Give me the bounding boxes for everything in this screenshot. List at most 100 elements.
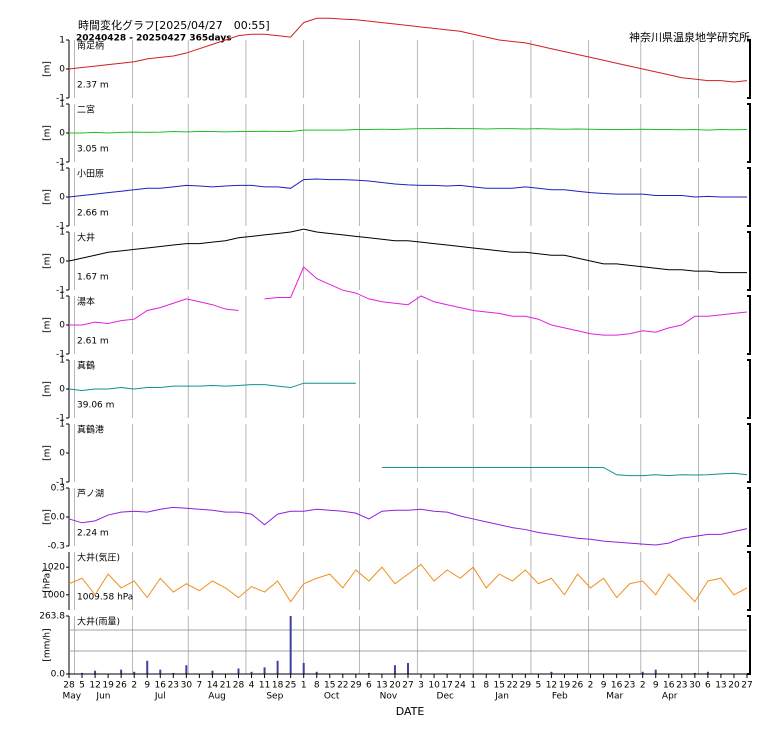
y-tick-label: 0 bbox=[59, 65, 65, 75]
y-tick-label: 0 bbox=[59, 129, 65, 139]
y-tick-label: 1 bbox=[59, 420, 65, 430]
y-tick-label: 0 bbox=[59, 193, 65, 203]
y-tick-label: 0.0 bbox=[51, 670, 66, 680]
series-line bbox=[68, 506, 748, 546]
x-tick-label: 22 bbox=[507, 681, 518, 691]
panel-title: 小田原 bbox=[77, 169, 104, 180]
x-tick-label: 30 bbox=[689, 681, 701, 691]
y-tick-label: 0.0 bbox=[51, 513, 66, 523]
x-tick-label: 23 bbox=[168, 681, 179, 691]
month-label: Mar bbox=[606, 692, 623, 702]
x-tick-label: 27 bbox=[741, 681, 752, 691]
y-tick-label: 1 bbox=[59, 356, 65, 366]
month-label: Sep bbox=[266, 692, 283, 702]
x-tick-label: 24 bbox=[454, 681, 466, 691]
y-axis-label: [m] bbox=[43, 189, 53, 205]
panel-title: 湯本 bbox=[77, 296, 95, 308]
x-tick-label: 12 bbox=[546, 681, 557, 691]
bar bbox=[407, 663, 409, 674]
y-tick-label: -1 bbox=[56, 286, 65, 296]
panel-value: 2.24 m bbox=[77, 529, 109, 539]
panel-title: 南足柄 bbox=[77, 40, 104, 52]
panel-title: 大井 bbox=[77, 232, 95, 244]
x-tick-label: 29 bbox=[350, 681, 362, 691]
bar bbox=[276, 660, 279, 674]
bar bbox=[250, 671, 253, 674]
x-tick-label: 23 bbox=[624, 681, 635, 691]
x-tick-label: 28 bbox=[233, 681, 245, 691]
y-tick-label: 1020 bbox=[42, 563, 65, 573]
y-tick-label: 0.3 bbox=[51, 484, 65, 494]
subtitle: 20240428 - 20250427 365days bbox=[76, 34, 232, 44]
y-tick-label: -0.3 bbox=[47, 542, 65, 552]
bar bbox=[641, 671, 644, 674]
x-tick-label: 1 bbox=[470, 681, 476, 691]
panel-title: 大井(雨量) bbox=[77, 616, 120, 628]
x-tick-label: 5 bbox=[536, 681, 542, 691]
y-axis-label: [m] bbox=[43, 61, 53, 77]
panel-title: 芦ノ湖 bbox=[77, 489, 104, 500]
x-tick-label: 3 bbox=[418, 681, 424, 691]
bar bbox=[172, 672, 175, 674]
x-tick-label: 10 bbox=[428, 681, 440, 691]
y-axis-label: [m] bbox=[43, 253, 53, 269]
x-tick-label: 22 bbox=[337, 681, 348, 691]
right-bracket bbox=[747, 39, 751, 99]
panel-value: 3.05 m bbox=[77, 145, 109, 155]
series-line bbox=[68, 228, 747, 274]
panel-title: 二宮 bbox=[77, 104, 95, 116]
right-bracket bbox=[747, 231, 751, 291]
x-tick-label: 1 bbox=[301, 681, 307, 691]
bar bbox=[393, 665, 396, 674]
x-tick-label: 15 bbox=[324, 681, 335, 691]
y-tick-label: 1000 bbox=[42, 590, 65, 600]
x-tick-label: 26 bbox=[115, 681, 127, 691]
month-label: May bbox=[62, 692, 81, 702]
x-tick-label: 13 bbox=[715, 681, 726, 691]
y-tick-label: 1 bbox=[59, 292, 65, 302]
x-tick-label: 26 bbox=[572, 681, 584, 691]
bar bbox=[146, 660, 149, 674]
y-tick-label: 0 bbox=[59, 321, 65, 331]
month-label: Nov bbox=[380, 692, 398, 702]
right-bracket bbox=[747, 487, 751, 547]
x-tick-label: 20 bbox=[389, 681, 401, 691]
y-tick-label: -1 bbox=[56, 222, 65, 232]
y-axis-label: [m] bbox=[43, 381, 53, 397]
x-tick-label: 20 bbox=[728, 681, 740, 691]
x-tick-label: 6 bbox=[705, 681, 711, 691]
x-tick-label: 17 bbox=[441, 681, 452, 691]
x-tick-label: 16 bbox=[663, 681, 675, 691]
bar bbox=[133, 671, 136, 674]
y-axis-label: [mm/h] bbox=[43, 628, 53, 661]
bar bbox=[185, 665, 188, 674]
x-tick-label: 4 bbox=[249, 681, 255, 691]
x-tick-label: 18 bbox=[272, 681, 284, 691]
bar bbox=[706, 671, 709, 674]
right-bracket bbox=[747, 359, 751, 419]
y-tick-label: 0 bbox=[59, 385, 65, 395]
x-tick-label: 29 bbox=[520, 681, 532, 691]
month-label: Jun bbox=[95, 692, 110, 702]
y-tick-label: 0 bbox=[59, 257, 65, 267]
x-tick-label: 8 bbox=[483, 681, 489, 691]
bar bbox=[263, 667, 266, 674]
bar bbox=[237, 668, 240, 674]
bar bbox=[693, 672, 696, 674]
chart-title: 時間変化グラフ[2025/04/27 00:55] bbox=[78, 18, 270, 32]
x-tick-label: 5 bbox=[79, 681, 85, 691]
panel-title: 真鶴 bbox=[77, 360, 95, 372]
series-line bbox=[381, 467, 748, 477]
y-tick-label: -1 bbox=[56, 350, 65, 360]
month-label: Jul bbox=[154, 692, 166, 702]
bar bbox=[94, 670, 97, 674]
panel-value: 2.61 m bbox=[77, 337, 109, 347]
panel-value: 1009.58 hPa bbox=[77, 593, 133, 603]
bar bbox=[289, 616, 292, 674]
month-label: Jan bbox=[494, 692, 509, 702]
y-tick-label: -1 bbox=[56, 94, 65, 104]
month-label: Dec bbox=[437, 692, 454, 702]
month-label: Apr bbox=[662, 692, 678, 702]
panel-value: 1.67 m bbox=[77, 273, 109, 283]
x-tick-label: 7 bbox=[197, 681, 203, 691]
